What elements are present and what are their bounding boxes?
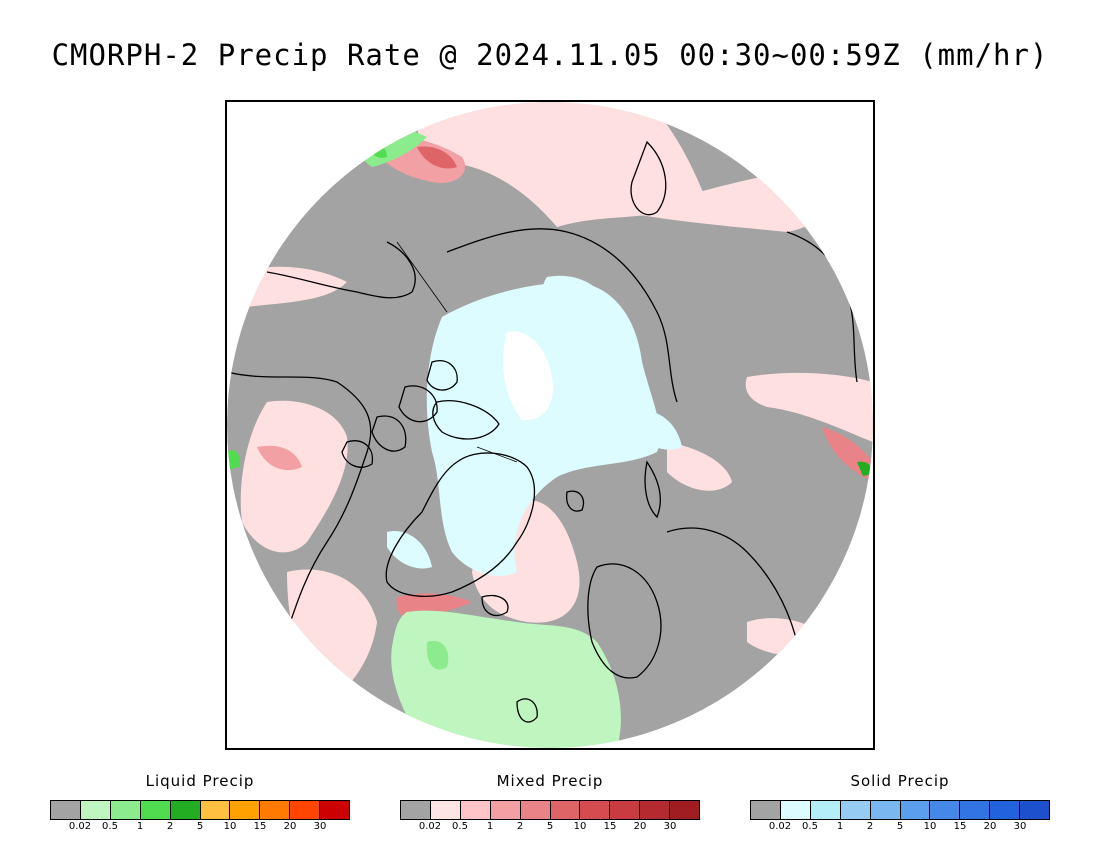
- map-frame: [225, 100, 875, 750]
- tick-label: 20: [983, 821, 997, 832]
- color-bar: [750, 800, 1050, 820]
- tick-labels: 0.02 0.5 1 2 5 10 15 20 30: [400, 821, 700, 835]
- tick-label: 15: [603, 821, 617, 832]
- color-swatch: [870, 801, 901, 819]
- tick-label: 0.02: [768, 821, 792, 832]
- color-swatch: [110, 801, 141, 819]
- tick-label: 10: [923, 821, 937, 832]
- tick-label: 2: [516, 821, 524, 832]
- tick-label: 10: [573, 821, 587, 832]
- precip-map: [227, 102, 873, 748]
- color-swatch: [640, 801, 671, 819]
- tick-label: 15: [953, 821, 967, 832]
- color-swatch: [290, 801, 321, 819]
- color-swatch: [550, 801, 581, 819]
- tick-label: 1: [136, 821, 144, 832]
- tick-label: 20: [633, 821, 647, 832]
- frame-outside-disk: [227, 102, 873, 748]
- tick-label: 0.02: [418, 821, 442, 832]
- tick-label: 0.5: [802, 821, 818, 832]
- tick-label: 30: [1013, 821, 1027, 832]
- color-swatch: [580, 801, 611, 819]
- legend-title: Liquid Precip: [145, 772, 255, 790]
- map-title: CMORPH-2 Precip Rate @ 2024.11.05 00:30~…: [51, 38, 1049, 72]
- color-bar: [50, 800, 350, 820]
- tick-label: 1: [486, 821, 494, 832]
- tick-label: 0.5: [102, 821, 118, 832]
- color-bar: [400, 800, 700, 820]
- color-swatch: [51, 801, 81, 819]
- color-swatch: [900, 801, 931, 819]
- color-swatch: [751, 801, 781, 819]
- tick-label: 0.02: [68, 821, 92, 832]
- boundary-line: [396, 241, 448, 313]
- color-swatch: [780, 801, 811, 819]
- tick-label: 1: [836, 821, 844, 832]
- color-swatch: [170, 801, 201, 819]
- color-swatch: [810, 801, 841, 819]
- tick-labels: 0.02 0.5 1 2 5 10 15 20 30: [750, 821, 1050, 835]
- tick-label: 15: [253, 821, 267, 832]
- tick-label: 5: [196, 821, 204, 832]
- tick-label: 0.5: [452, 821, 468, 832]
- legend-title: Solid Precip: [850, 772, 950, 790]
- tick-labels: 0.02 0.5 1 2 5 10 15 20 30: [50, 821, 350, 835]
- legend-liquid: Liquid Precip 0.02 0.5 1 2 5 10 15 20 30: [50, 772, 350, 835]
- tick-label: 5: [896, 821, 904, 832]
- color-swatch: [520, 801, 551, 819]
- color-swatch: [260, 801, 291, 819]
- tick-label: 20: [283, 821, 297, 832]
- legend-mixed: Mixed Precip 0.02 0.5 1 2 5 10 15 20 30: [400, 772, 700, 835]
- color-swatch: [200, 801, 231, 819]
- color-swatch: [460, 801, 491, 819]
- color-swatch: [401, 801, 431, 819]
- tick-label: 30: [313, 821, 327, 832]
- tick-label: 2: [866, 821, 874, 832]
- color-swatch: [140, 801, 171, 819]
- color-swatch: [320, 801, 350, 819]
- color-swatch: [610, 801, 641, 819]
- legend-solid: Solid Precip 0.02 0.5 1 2 5 10 15 20 30: [750, 772, 1050, 835]
- tick-label: 10: [223, 821, 237, 832]
- tick-label: 5: [546, 821, 554, 832]
- legend-title: Mixed Precip: [496, 772, 604, 790]
- color-swatch: [930, 801, 961, 819]
- color-swatch: [990, 801, 1021, 819]
- tick-label: 2: [166, 821, 174, 832]
- color-swatch: [1020, 801, 1050, 819]
- tick-label: 30: [663, 821, 677, 832]
- color-swatch: [80, 801, 111, 819]
- color-swatch: [960, 801, 991, 819]
- color-swatch: [670, 801, 700, 819]
- color-swatch: [230, 801, 261, 819]
- boundary-line: [476, 446, 518, 463]
- color-swatch: [490, 801, 521, 819]
- color-swatch: [840, 801, 871, 819]
- coastlines: [227, 140, 858, 748]
- color-swatch: [430, 801, 461, 819]
- liquid-precip-areas: [227, 125, 873, 748]
